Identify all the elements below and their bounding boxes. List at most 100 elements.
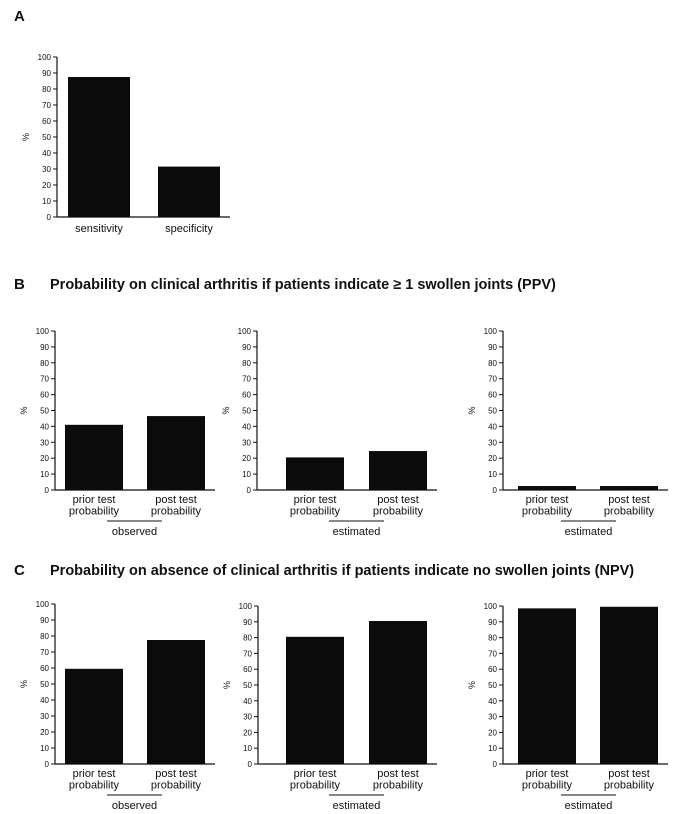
category-label: post test	[608, 494, 650, 506]
bar-second	[158, 166, 220, 217]
panel-title-c: Probability on absence of clinical arthr…	[50, 563, 635, 579]
category-label: post test	[155, 768, 197, 780]
y-tick-label: 30	[40, 712, 49, 721]
y-tick-label: 90	[243, 618, 252, 627]
y-tick-label: 90	[40, 343, 49, 352]
category-label: sensitivity	[75, 223, 123, 235]
bar-first	[518, 486, 576, 490]
bar-first	[286, 636, 344, 764]
y-tick-label: 20	[243, 728, 252, 737]
y-tick-label: 80	[488, 359, 497, 368]
category-label: post test	[377, 494, 419, 506]
category-label: probability	[522, 506, 573, 518]
category-label: probability	[151, 780, 202, 792]
group-label: estimated	[565, 526, 613, 538]
y-tick-label: 70	[40, 375, 49, 384]
panel-label-b: B	[14, 276, 25, 293]
y-tick-label: 40	[488, 422, 497, 431]
y-tick-label: 90	[242, 343, 251, 352]
y-tick-label: 50	[488, 407, 497, 416]
category-label: probability	[290, 506, 341, 518]
category-label: prior test	[73, 768, 116, 780]
y-tick-label: 40	[40, 696, 49, 705]
y-tick-label: 70	[488, 375, 497, 384]
bar-second	[147, 640, 205, 764]
y-tick-label: 100	[484, 327, 498, 336]
y-tick-label: 90	[488, 343, 497, 352]
y-tick-label: 20	[42, 181, 51, 190]
y-tick-label: 10	[42, 197, 51, 206]
y-tick-label: 30	[243, 713, 252, 722]
y-tick-label: 0	[47, 213, 52, 222]
y-tick-label: 70	[243, 649, 252, 658]
y-tick-label: 10	[242, 470, 251, 479]
bar-first	[518, 608, 576, 764]
panel-label-a: A	[14, 8, 25, 25]
y-tick-label: 10	[488, 744, 497, 753]
bar-second	[369, 621, 427, 764]
y-tick-label: 50	[40, 407, 49, 416]
y-tick-label: 30	[40, 438, 49, 447]
y-tick-label: 20	[242, 454, 251, 463]
y-axis-label: %	[222, 681, 232, 689]
y-tick-label: 70	[488, 649, 497, 658]
category-label: prior test	[526, 768, 569, 780]
y-tick-label: 80	[42, 85, 51, 94]
bar-second	[147, 416, 205, 490]
y-tick-label: 50	[243, 681, 252, 690]
bar-first	[68, 77, 130, 217]
y-tick-label: 50	[42, 133, 51, 142]
y-axis-label: %	[467, 681, 477, 689]
category-label: prior test	[294, 768, 337, 780]
category-label: post test	[608, 768, 650, 780]
y-tick-label: 0	[45, 486, 50, 495]
y-tick-label: 30	[488, 438, 497, 447]
y-tick-label: 50	[40, 680, 49, 689]
y-tick-label: 20	[40, 728, 49, 737]
category-label: probability	[604, 780, 655, 792]
y-tick-label: 70	[42, 101, 51, 110]
bar-first	[286, 457, 344, 490]
y-tick-label: 90	[488, 618, 497, 627]
y-axis-label: %	[221, 406, 231, 414]
y-tick-label: 100	[239, 602, 253, 611]
group-label: estimated	[565, 800, 613, 812]
y-tick-label: 10	[40, 744, 49, 753]
y-tick-label: 80	[40, 359, 49, 368]
category-label: probability	[69, 506, 120, 518]
y-tick-label: 80	[242, 359, 251, 368]
y-axis-label: %	[19, 680, 29, 688]
category-label: post test	[155, 494, 197, 506]
y-axis-label: %	[467, 406, 477, 414]
chart-a: 0 10 20 30 40 50 60 70 80 90 100% sensitivity specif…	[21, 53, 230, 235]
y-tick-label: 60	[243, 665, 252, 674]
y-tick-label: 50	[488, 681, 497, 690]
y-tick-label: 60	[40, 664, 49, 673]
category-label: probability	[373, 780, 424, 792]
group-label: observed	[112, 526, 157, 538]
y-tick-label: 80	[243, 634, 252, 643]
y-tick-label: 0	[248, 760, 253, 769]
category-label: probability	[290, 780, 341, 792]
group-label: observed	[112, 800, 157, 812]
category-label: specificity	[165, 223, 213, 235]
panel-label-c: C	[14, 562, 25, 579]
y-tick-label: 0	[45, 760, 50, 769]
y-tick-label: 90	[40, 616, 49, 625]
y-tick-label: 30	[488, 713, 497, 722]
y-tick-label: 60	[42, 117, 51, 126]
y-tick-label: 100	[484, 602, 498, 611]
panel-title-b: Probability on clinical arthritis if pat…	[50, 277, 556, 293]
y-tick-label: 80	[488, 634, 497, 643]
category-label: probability	[604, 506, 655, 518]
y-tick-label: 20	[40, 454, 49, 463]
group-label: estimated	[333, 800, 381, 812]
y-tick-label: 20	[488, 728, 497, 737]
y-tick-label: 0	[247, 486, 252, 495]
